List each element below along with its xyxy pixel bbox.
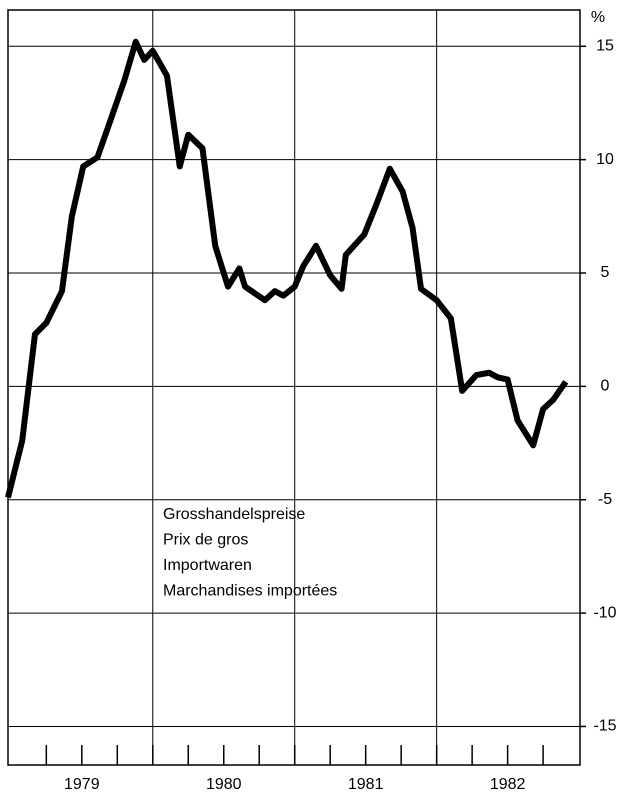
y-tick-label: 0 <box>601 378 610 395</box>
annotation: Importwaren <box>163 557 252 574</box>
plot-frame <box>7 9 581 766</box>
x-tick-label: 1979 <box>64 776 100 793</box>
x-tick-label: 1980 <box>206 776 242 793</box>
annotation: Grosshandelspreise <box>163 506 305 523</box>
y-tick-label: -10 <box>593 604 616 621</box>
annotation: Marchandises importées <box>163 583 337 600</box>
data-line <box>5 38 569 499</box>
x-tick-label: 1982 <box>490 776 526 793</box>
y-tick-label: 15 <box>596 37 614 54</box>
y-tick-label: -15 <box>593 718 616 735</box>
annotation: Prix de gros <box>163 532 248 549</box>
y-tick-label: -5 <box>598 491 612 508</box>
x-tick-label: 1981 <box>348 776 384 793</box>
y-tick-label: 5 <box>601 264 610 281</box>
y-tick-label: 10 <box>596 151 614 168</box>
unit-label: % <box>591 9 605 26</box>
